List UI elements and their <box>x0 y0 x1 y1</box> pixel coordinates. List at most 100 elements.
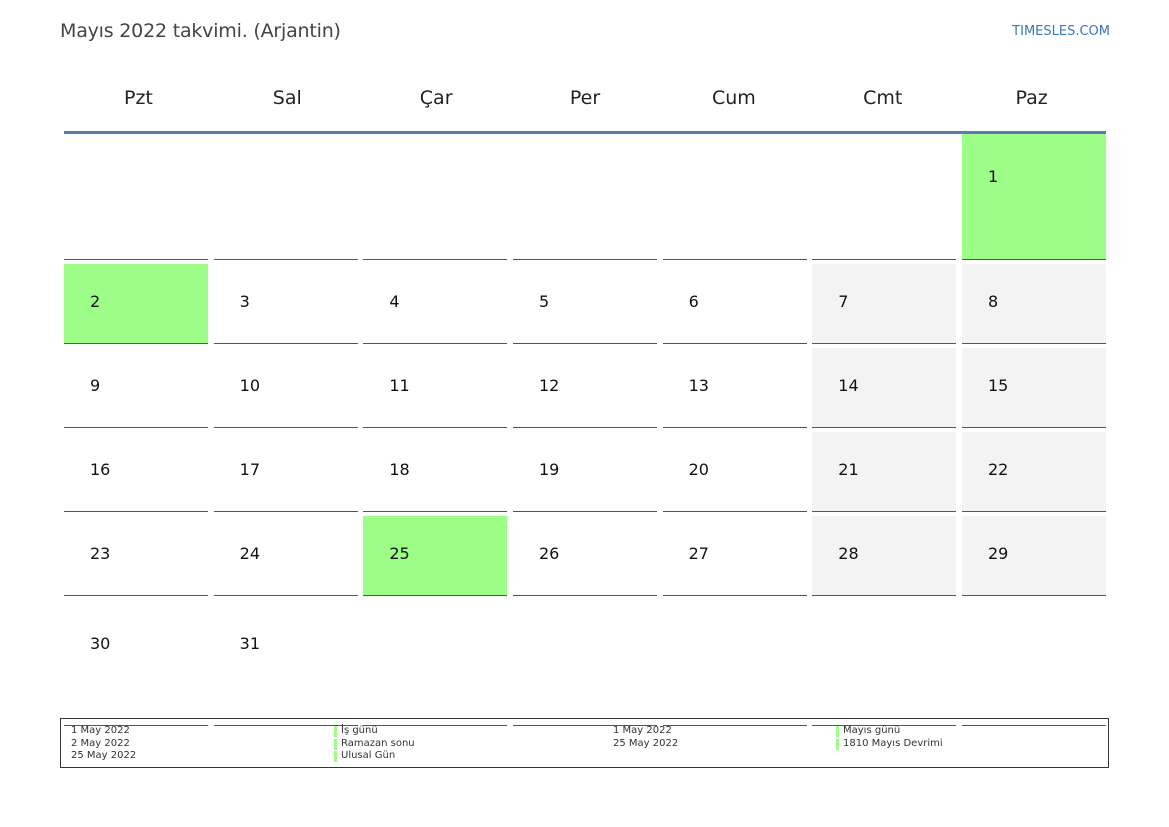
holiday-legend: 1 May 2022 2 May 2022 25 May 2022 İş gün… <box>60 718 1109 768</box>
day-number: 16 <box>90 460 111 479</box>
day-cell-7[interactable]: 7 <box>812 264 957 344</box>
day-cell-18[interactable]: 18 <box>363 432 508 512</box>
day-cell-10[interactable]: 10 <box>213 348 358 428</box>
weekday-mon: Pzt <box>123 87 153 109</box>
day-cell-13[interactable]: 13 <box>662 348 807 428</box>
day-number: 25 <box>389 544 410 563</box>
day-cell-27[interactable]: 27 <box>662 516 807 596</box>
day-number: 15 <box>987 376 1009 395</box>
day-number: 7 <box>838 292 849 311</box>
day-cell-20[interactable]: 20 <box>662 432 807 512</box>
weekday-fri: Cum <box>711 87 756 109</box>
day-cell-15[interactable]: 15 <box>961 348 1106 428</box>
legend-holiday-name: 1810 Mayıs Devrimi <box>836 738 943 751</box>
day-number: 3 <box>239 292 250 311</box>
empty-day-cell <box>662 600 807 726</box>
empty-day-cell <box>512 600 657 726</box>
legend-holiday-name: İş günü <box>334 725 415 738</box>
day-cell-4[interactable]: 4 <box>363 264 508 344</box>
day-number: 6 <box>688 292 699 311</box>
legend-date: 25 May 2022 <box>613 737 679 749</box>
week-row: 23 24 25 26 27 28 29 <box>64 516 1106 600</box>
day-number: 27 <box>688 544 709 563</box>
day-number: 28 <box>838 544 859 563</box>
day-number: 14 <box>838 376 859 395</box>
day-number: 23 <box>90 544 111 563</box>
day-cell-25[interactable]: 25 <box>363 516 508 596</box>
legend-date: 1 May 2022 <box>71 725 130 736</box>
empty-day-cell <box>64 134 208 260</box>
day-number: 5 <box>538 292 550 311</box>
empty-day-cell <box>812 134 957 260</box>
day-cell-26[interactable]: 26 <box>512 516 657 596</box>
day-number: 29 <box>987 544 1009 563</box>
legend-date: 1 May 2022 <box>613 725 672 736</box>
day-number: 20 <box>688 460 709 479</box>
day-number: 18 <box>389 460 410 479</box>
day-cell-31[interactable]: 31 <box>213 600 358 726</box>
day-cell-24[interactable]: 24 <box>213 516 358 596</box>
day-cell-8[interactable]: 8 <box>961 264 1106 344</box>
day-number: 10 <box>239 376 261 395</box>
empty-day-cell <box>512 134 657 260</box>
weekday-header-row: Pzt Sal Çar Per Cum Cmt Paz <box>64 62 1106 132</box>
day-cell-1[interactable]: 1 <box>961 134 1106 260</box>
page-title: Mayıs 2022 takvimi. (Arjantin) <box>60 20 341 42</box>
day-cell-23[interactable]: 23 <box>64 516 208 596</box>
day-number: 24 <box>239 544 261 563</box>
day-number: 31 <box>239 634 261 653</box>
calendar-grid: 1 2 3 4 5 6 7 8 9 10 11 12 13 14 15 16 17 18 19 20 21 22 23 24 2… <box>64 134 1106 726</box>
week-row: 30 31 <box>64 600 1106 726</box>
day-number: 26 <box>538 544 560 563</box>
legend-holiday-name: Ramazan sonu <box>334 738 415 751</box>
day-cell-28[interactable]: 28 <box>812 516 957 596</box>
day-number: 11 <box>389 376 410 395</box>
header-divider <box>64 131 1106 134</box>
day-cell-2[interactable]: 2 <box>64 264 208 344</box>
legend-holiday-name: Mayıs günü <box>836 725 943 738</box>
day-cell-5[interactable]: 5 <box>512 264 657 344</box>
day-cell-29[interactable]: 29 <box>961 516 1106 596</box>
legend-dates-left: 1 May 2022 2 May 2022 25 May 2022 <box>71 725 136 763</box>
legend-names-right: Mayıs günü 1810 Mayıs Devrimi <box>836 725 943 750</box>
day-number: 17 <box>239 460 261 479</box>
weekday-wed: Çar <box>419 87 453 109</box>
empty-day-cell <box>812 600 957 726</box>
weekday-tue: Sal <box>272 87 302 109</box>
weekday-sat: Cmt <box>863 87 903 109</box>
day-number: 19 <box>538 460 560 479</box>
day-cell-9[interactable]: 9 <box>64 348 208 428</box>
week-row: 16 17 18 19 20 21 22 <box>64 432 1106 516</box>
day-cell-12[interactable]: 12 <box>512 348 657 428</box>
day-cell-17[interactable]: 17 <box>213 432 358 512</box>
day-cell-21[interactable]: 21 <box>812 432 957 512</box>
day-cell-14[interactable]: 14 <box>812 348 957 428</box>
weekday-thu: Per <box>569 87 601 109</box>
empty-day-cell <box>961 600 1106 726</box>
day-number: 22 <box>987 460 1009 479</box>
week-row: 1 <box>64 134 1106 264</box>
day-cell-16[interactable]: 16 <box>64 432 208 512</box>
site-link[interactable]: TIMESLES.COM <box>1012 24 1110 39</box>
empty-day-cell <box>363 134 508 260</box>
day-number: 12 <box>538 376 560 395</box>
weekday-sun: Paz <box>1015 87 1048 109</box>
day-number: 4 <box>389 292 400 311</box>
day-number: 2 <box>90 292 101 311</box>
day-number: 30 <box>90 634 111 653</box>
day-cell-30[interactable]: 30 <box>64 600 208 726</box>
day-number: 13 <box>688 376 709 395</box>
day-number: 21 <box>838 460 859 479</box>
legend-date: 2 May 2022 <box>71 737 130 749</box>
day-cell-11[interactable]: 11 <box>363 348 508 428</box>
day-number: 9 <box>90 376 101 395</box>
legend-dates-right: 1 May 2022 25 May 2022 <box>613 725 678 750</box>
day-cell-3[interactable]: 3 <box>213 264 358 344</box>
week-row: 2 3 4 5 6 7 8 <box>64 264 1106 348</box>
day-cell-22[interactable]: 22 <box>961 432 1106 512</box>
day-number: 8 <box>987 292 999 311</box>
day-cell-6[interactable]: 6 <box>662 264 807 344</box>
empty-day-cell <box>213 134 358 260</box>
day-cell-19[interactable]: 19 <box>512 432 657 512</box>
empty-day-cell <box>363 600 508 726</box>
